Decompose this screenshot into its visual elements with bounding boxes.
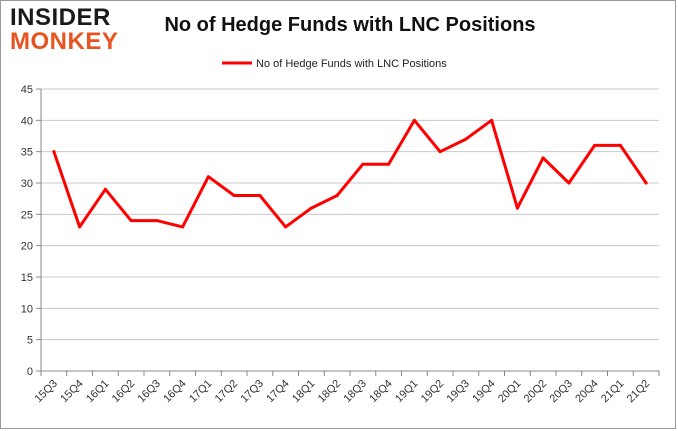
x-tick-label: 19Q4 — [470, 378, 498, 406]
x-tick-label: 17Q4 — [264, 378, 292, 406]
x-tick-label: 16Q1 — [84, 378, 112, 406]
data-point — [618, 143, 622, 147]
logo-line-1: INSIDER — [10, 4, 111, 31]
data-point — [438, 150, 442, 154]
x-tick-label: 19Q3 — [444, 378, 472, 406]
x-tick-label: 17Q3 — [238, 378, 266, 406]
data-point — [515, 206, 519, 210]
x-tick-label: 20Q3 — [547, 378, 575, 406]
chart-title: No of Hedge Funds with LNC Positions — [164, 14, 536, 36]
data-point — [78, 225, 82, 229]
data-point — [490, 118, 494, 122]
data-point — [464, 137, 468, 141]
data-point — [593, 143, 597, 147]
y-tick-label: 30 — [21, 178, 33, 190]
x-tick-label: 20Q1 — [496, 378, 524, 406]
data-point — [387, 162, 391, 166]
y-tick-label: 40 — [21, 115, 33, 127]
data-point — [412, 118, 416, 122]
x-tick-label: 18Q1 — [290, 378, 318, 406]
x-tick-label: 21Q1 — [599, 378, 627, 406]
data-point — [103, 187, 107, 191]
data-point — [206, 175, 210, 179]
x-tick-label: 15Q4 — [58, 378, 86, 406]
x-tick-label: 19Q1 — [393, 378, 421, 406]
x-tick-label: 21Q2 — [625, 378, 653, 406]
x-tick-label: 18Q2 — [316, 378, 344, 406]
data-point — [567, 181, 571, 185]
data-point — [155, 219, 159, 223]
logo-line-2: MONKEY — [10, 28, 119, 55]
x-tick-label: 18Q3 — [341, 378, 369, 406]
y-tick-label: 35 — [21, 147, 33, 159]
data-point — [541, 156, 545, 160]
data-point — [181, 225, 185, 229]
x-tick-label: 17Q1 — [187, 378, 215, 406]
y-tick-label: 0 — [27, 366, 33, 378]
data-point — [52, 150, 56, 154]
data-point — [284, 225, 288, 229]
y-tick-label: 5 — [27, 335, 33, 347]
y-tick-label: 15 — [21, 272, 33, 284]
data-point — [361, 162, 365, 166]
series-line-0 — [52, 118, 648, 229]
x-tick-label: 19Q2 — [419, 378, 447, 406]
data-point — [258, 194, 262, 198]
x-tick-label: 18Q4 — [367, 378, 395, 406]
data-point — [232, 194, 236, 198]
x-tick-label: 16Q2 — [110, 378, 138, 406]
x-tick-label: 16Q4 — [161, 378, 189, 406]
data-point — [309, 206, 313, 210]
insider-monkey-logo: INSIDER MONKEY — [10, 6, 128, 54]
x-tick-label: 20Q4 — [573, 378, 601, 406]
x-tick-label: 17Q2 — [213, 378, 241, 406]
data-point — [644, 181, 648, 185]
data-point — [335, 194, 339, 198]
x-tick-label: 15Q3 — [32, 378, 60, 406]
x-tick-label: 16Q3 — [135, 378, 163, 406]
x-tick-label: 20Q2 — [522, 378, 550, 406]
y-tick-label: 25 — [21, 209, 33, 221]
y-tick-label: 45 — [21, 84, 33, 96]
y-tick-label: 20 — [21, 241, 33, 253]
data-point — [129, 219, 133, 223]
legend-label: No of Hedge Funds with LNC Positions — [256, 58, 447, 70]
y-tick-label: 10 — [21, 303, 33, 315]
